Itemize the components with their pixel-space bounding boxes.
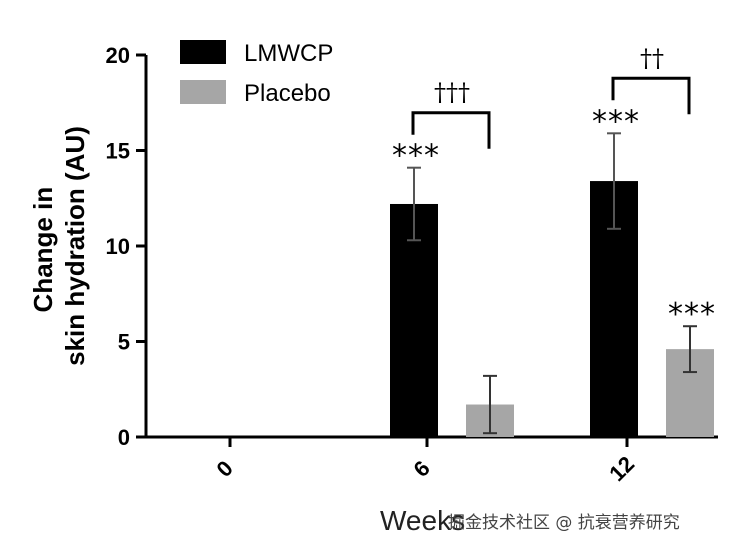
legend-label-lmwcp: LMWCP	[244, 40, 333, 67]
y-tick-label-0: 0	[118, 425, 130, 450]
comparison-daggers-12: ††	[640, 44, 664, 72]
significance-stars-lmwcp-6: ***	[392, 139, 440, 174]
y-tick-label-20: 20	[106, 43, 130, 68]
comparison-daggers-6: †††	[434, 79, 470, 107]
x-tick-label-12: 12	[604, 451, 639, 486]
legend: LMWCP Placebo	[180, 40, 333, 107]
legend-swatch-placebo	[180, 80, 226, 104]
significance-annotations: *********†††††	[392, 44, 716, 332]
comparison-bracket-6	[411, 111, 491, 149]
y-axis-title-line-2: skin hydration (AU)	[60, 126, 90, 366]
significance-stars-lmwcp-12: ***	[592, 104, 640, 139]
y-tick-label-10: 10	[106, 234, 130, 259]
y-axis-title: Change in skin hydration (AU)	[28, 126, 90, 366]
y-tick-label-15: 15	[106, 139, 130, 164]
y-tick-label-5: 5	[118, 330, 130, 355]
bars	[390, 181, 714, 437]
y-axis: 0 5 10 15 20	[106, 43, 148, 450]
error-bars	[407, 132, 697, 435]
legend-swatch-lmwcp	[180, 40, 226, 64]
x-axis-title: Weeks	[380, 505, 465, 536]
bar-lmwcp-6	[390, 203, 438, 437]
comparison-bracket-12	[611, 76, 691, 115]
x-tick-label-0: 0	[212, 456, 238, 482]
y-axis-title-line-1: Change in	[28, 187, 58, 313]
legend-label-placebo: Placebo	[244, 80, 331, 107]
x-axis: 0 6 12	[146, 435, 718, 486]
watermark: 掘金技术社区 @ 抗衰营养研究	[448, 513, 680, 533]
x-tick-label-6: 6	[409, 456, 435, 482]
significance-stars-placebo-12: ***	[668, 297, 716, 332]
